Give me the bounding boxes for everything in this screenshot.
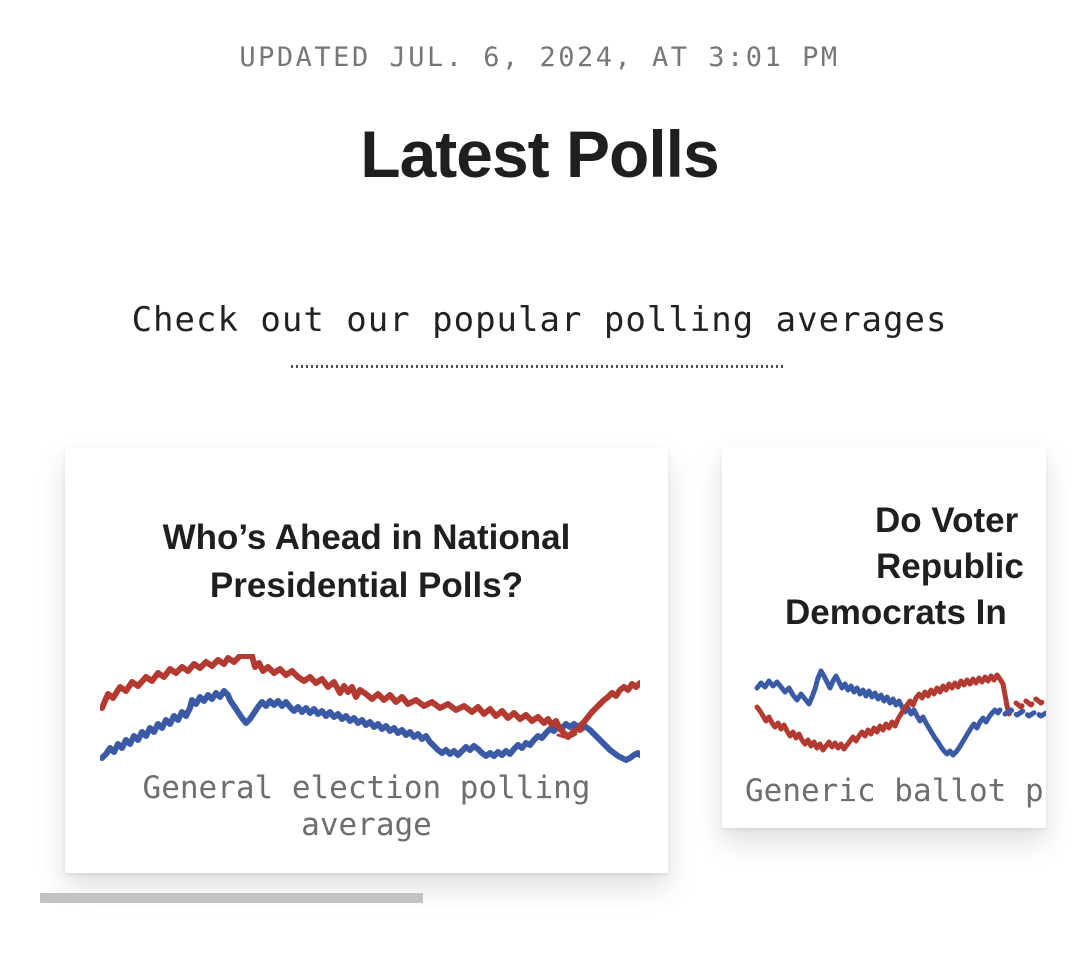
red-line — [100, 654, 640, 740]
blue-line — [100, 688, 640, 763]
card-title-line: Presidential Polls? — [209, 566, 524, 605]
generic-ballot-sparkline-chart — [754, 668, 1046, 758]
card-title-line: Democrats In — [785, 593, 1007, 632]
card-presidential-polls[interactable]: Who’s Ahead in National Presidential Pol… — [65, 448, 668, 873]
chart-caption-line: General election polling — [142, 770, 591, 806]
blue-line — [754, 668, 1003, 758]
updated-timestamp: UPDATED JUL. 6, 2024, AT 3:01 PM — [239, 42, 840, 73]
card-generic-ballot[interactable]: Do Voter Republic Democrats In Generic b… — [722, 447, 1046, 828]
red-line-dashed-tail — [1013, 696, 1046, 710]
card-title: Who’s Ahead in National Presidential Pol… — [65, 514, 668, 610]
blue-line-dashed-tail — [1002, 707, 1046, 719]
chart-caption-line: average — [301, 807, 432, 843]
page-title: Latest Polls — [360, 117, 719, 191]
horizontal-scrollbar-thumb[interactable] — [40, 893, 423, 903]
card-title-line: Republic — [876, 547, 1024, 586]
card-title-line: Do Voter — [875, 501, 1019, 540]
chart-caption: Generic ballot p — [745, 773, 1044, 809]
section-subtitle: Check out our popular polling averages — [131, 300, 948, 340]
presidential-sparkline-chart — [100, 654, 640, 763]
dotted-divider — [291, 365, 786, 368]
card-title-line: Who’s Ahead in National — [162, 518, 571, 557]
red-line — [754, 672, 1014, 753]
chart-caption: General election polling average — [65, 770, 668, 844]
